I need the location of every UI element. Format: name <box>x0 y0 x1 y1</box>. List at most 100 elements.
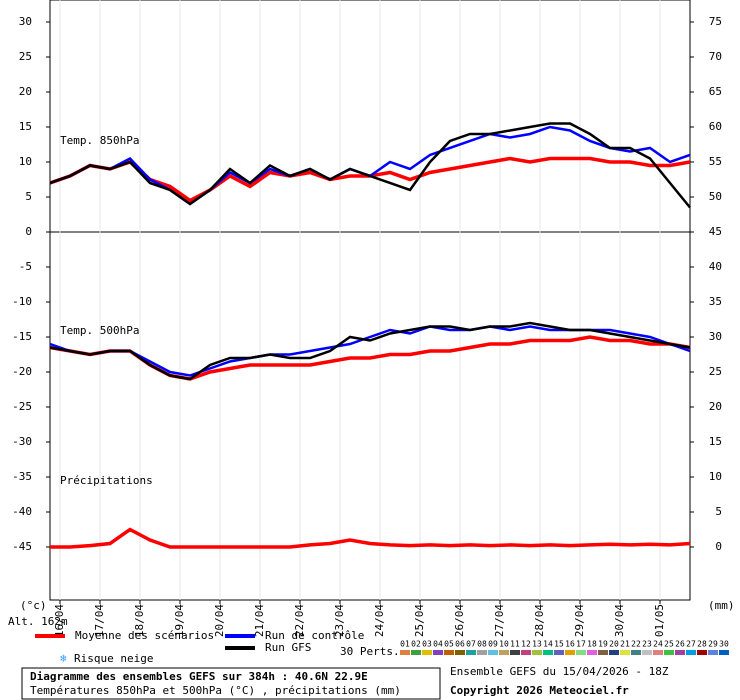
perturbation-swatch <box>455 650 465 655</box>
perturbation-swatch <box>411 650 421 655</box>
perturbation-label: 07 <box>466 640 476 649</box>
perturbation-label: 25 <box>664 640 674 649</box>
perturbation-swatch <box>697 650 707 655</box>
perturbation-swatch <box>521 650 531 655</box>
series-line <box>50 527 691 549</box>
y-tick-label: -30 <box>12 435 32 448</box>
x-tick-label: 21/04 <box>253 604 266 637</box>
perturbation-label: 06 <box>455 640 465 649</box>
x-tick-label: 20/04 <box>213 604 226 637</box>
perturbation-swatch <box>554 650 564 655</box>
panel-label: Précipitations <box>60 474 153 487</box>
y2-tick-label: 15 <box>709 435 722 448</box>
altitude: Alt. 162m <box>8 615 68 628</box>
footer-title: Diagramme des ensembles GEFS sur 384h : … <box>30 670 368 683</box>
x-tick-label: 30/04 <box>613 604 626 637</box>
perturbation-label: 11 <box>510 640 520 649</box>
y2-tick-label: 50 <box>709 190 722 203</box>
perturbation-swatch <box>576 650 586 655</box>
y-tick-label: -25 <box>12 400 32 413</box>
perturbation-swatch <box>653 650 663 655</box>
y2-tick-label: 40 <box>709 260 722 273</box>
legend-label: Moyenne des scénarios <box>75 629 214 642</box>
perturbation-label: 22 <box>631 640 641 649</box>
y-tick-label: 20 <box>19 85 32 98</box>
perturbation-swatch <box>422 650 432 655</box>
perturbation-swatch <box>675 650 685 655</box>
footer-box <box>21 667 441 700</box>
perturbation-label: 27 <box>686 640 696 649</box>
perturbation-swatch <box>620 650 630 655</box>
perturbation-swatch <box>598 650 608 655</box>
perturbation-swatch <box>433 650 443 655</box>
perturbation-label: 23 <box>642 640 652 649</box>
snow-risk: Risque neige <box>74 652 153 665</box>
y2-tick-label: 55 <box>709 155 722 168</box>
y-unit: (°c) <box>20 599 47 612</box>
y2-tick-label: 35 <box>709 295 722 308</box>
perturbation-label: 04 <box>433 640 443 649</box>
y-tick-label: -45 <box>12 540 32 553</box>
x-tick-label: 16/04 <box>53 604 66 637</box>
x-tick-label: 01/05 <box>653 604 666 637</box>
perturbation-label: 29 <box>708 640 718 649</box>
footer-copyright: Copyright 2026 Meteociel.fr <box>450 684 629 697</box>
x-tick-label: 23/04 <box>333 604 346 637</box>
series-line <box>49 321 691 381</box>
y-tick-label: 0 <box>25 225 32 238</box>
x-tick-label: 25/04 <box>413 604 426 637</box>
y2-tick-label: 20 <box>709 400 722 413</box>
perturbation-swatch <box>631 650 641 655</box>
snow-icon: ❄ <box>60 652 67 665</box>
y-tick-label: -20 <box>12 365 32 378</box>
y2-tick-label: 0 <box>715 540 722 553</box>
y-tick-label: 10 <box>19 155 32 168</box>
x-tick-label: 22/04 <box>293 604 306 637</box>
y2-tick-label: 70 <box>709 50 722 63</box>
legend-label: Run de contrôle <box>265 629 364 642</box>
perturbation-swatch <box>400 650 410 655</box>
perturbation-swatch <box>609 650 619 655</box>
x-tick-label: 29/04 <box>573 604 586 637</box>
x-tick-label: 27/04 <box>493 604 506 637</box>
perturbation-label: 28 <box>697 640 707 649</box>
y-tick-label: 5 <box>25 190 32 203</box>
y2-tick-label: 65 <box>709 85 722 98</box>
plot-frame <box>49 0 691 601</box>
x-tick-label: 19/04 <box>173 604 186 637</box>
x-tick-label: 24/04 <box>373 604 386 637</box>
y-tick-label: -5 <box>19 260 32 273</box>
perturbation-label: 19 <box>598 640 608 649</box>
perturbation-swatch <box>532 650 542 655</box>
y-tick-label: -40 <box>12 505 32 518</box>
perturbation-swatch <box>565 650 575 655</box>
perturbation-label: 26 <box>675 640 685 649</box>
perturbation-swatch <box>499 650 509 655</box>
perturbation-swatch <box>719 650 729 655</box>
y-tick-label: 15 <box>19 120 32 133</box>
footer-subtitle: Températures 850hPa et 500hPa (°C) , pré… <box>30 684 401 697</box>
perturbation-label: 14 <box>543 640 553 649</box>
perturbation-swatch <box>664 650 674 655</box>
perturbation-label: 05 <box>444 640 454 649</box>
perturbation-label: 20 <box>609 640 619 649</box>
y2-tick-label: 10 <box>709 470 722 483</box>
perturbation-swatch <box>466 650 476 655</box>
x-tick-label: 18/04 <box>133 604 146 637</box>
perturbation-label: 21 <box>620 640 630 649</box>
perturbation-swatch <box>488 650 498 655</box>
y2-tick-label: 60 <box>709 120 722 133</box>
footer-run: Ensemble GEFS du 15/04/2026 - 18Z <box>450 665 669 678</box>
y2-tick-label: 30 <box>709 330 722 343</box>
perturbation-label: 10 <box>499 640 509 649</box>
y2-tick-label: 25 <box>709 365 722 378</box>
perturbation-label: 01 <box>400 640 410 649</box>
series-line <box>49 122 691 209</box>
y-tick-label: -10 <box>12 295 32 308</box>
y2-tick-label: 75 <box>709 15 722 28</box>
y2-tick-label: 5 <box>715 505 722 518</box>
legend-label: Run GFS <box>265 641 311 654</box>
y-tick-label: -15 <box>12 330 32 343</box>
perturbation-label: 30 <box>719 640 729 649</box>
